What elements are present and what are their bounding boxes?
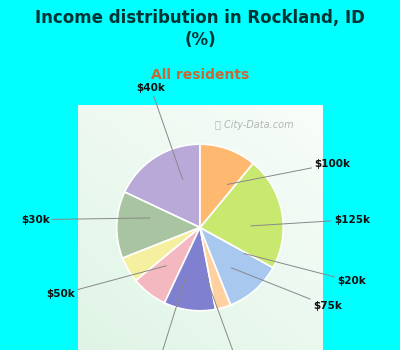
Wedge shape xyxy=(117,192,200,258)
Text: Income distribution in Rockland, ID
(%): Income distribution in Rockland, ID (%) xyxy=(35,9,365,49)
Text: All residents: All residents xyxy=(151,68,249,82)
Wedge shape xyxy=(122,228,200,281)
Text: ⓘ City-Data.com: ⓘ City-Data.com xyxy=(214,120,293,130)
Text: $100k: $100k xyxy=(227,159,350,184)
Wedge shape xyxy=(200,163,283,268)
Text: $75k: $75k xyxy=(231,268,342,311)
Text: $60k: $60k xyxy=(206,278,252,350)
Text: $20k: $20k xyxy=(244,253,366,286)
Text: $150k: $150k xyxy=(141,276,186,350)
Wedge shape xyxy=(200,144,253,228)
Wedge shape xyxy=(164,228,216,311)
Text: $40k: $40k xyxy=(136,83,183,180)
Wedge shape xyxy=(200,228,231,309)
Text: $50k: $50k xyxy=(46,266,166,299)
Wedge shape xyxy=(200,228,273,305)
Wedge shape xyxy=(136,228,200,303)
Text: $125k: $125k xyxy=(251,215,370,226)
Wedge shape xyxy=(125,144,200,228)
Text: $30k: $30k xyxy=(21,215,150,225)
